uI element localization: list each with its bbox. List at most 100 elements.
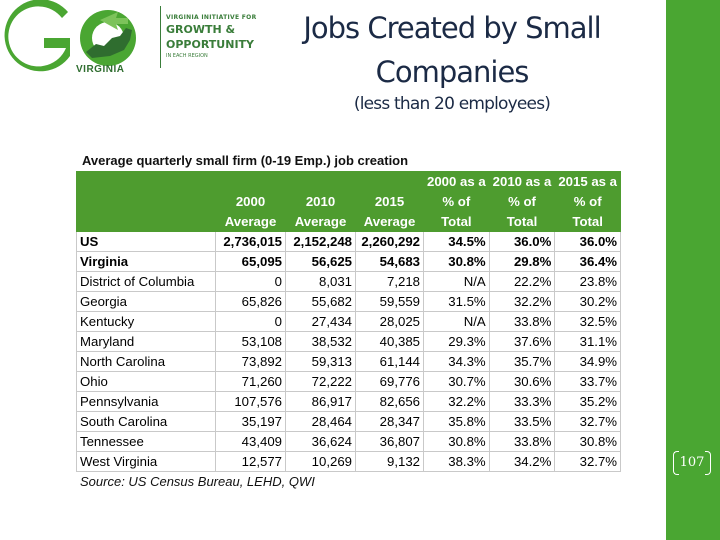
header-cell: 2010 as a: [488, 171, 556, 192]
table-row: US 2,736,015 2,152,248 2,260,292 34.5% 36.0% 3…: [76, 231, 622, 252]
value-cell: 35.2%: [554, 391, 622, 412]
value-cell: 34.9%: [554, 351, 622, 372]
state-cell: Maryland: [76, 331, 216, 352]
table-source: Source: US Census Bureau, LEHD, QWI: [80, 474, 315, 489]
table-row: Virginia 65,095 56,625 54,683 30.8% 29.8% 36.4…: [76, 251, 622, 272]
value-cell: 30.8%: [554, 431, 622, 452]
value-cell: 30.6%: [488, 371, 556, 392]
table-row: Georgia 65,826 55,682 59,559 31.5% 32.2% 30.2%: [76, 291, 622, 312]
value-cell: 35,197: [215, 411, 286, 432]
right-accent-bar: [666, 0, 720, 540]
value-cell: 0: [215, 311, 286, 332]
header-cell: [76, 211, 216, 232]
value-cell: 65,826: [215, 291, 286, 312]
table-row: Kentucky 0 27,434 28,025 N/A 33.8% 32.5%: [76, 311, 622, 332]
logo-line2: GROWTH &: [166, 23, 236, 36]
value-cell: 10,269: [285, 451, 356, 472]
logo-line4: IN EACH REGION: [166, 53, 208, 59]
header-row-1: 2000 as a 2010 as a 2015 as a: [76, 171, 622, 192]
slide-subtitle: (less than 20 employees): [353, 94, 551, 114]
value-cell: 30.8%: [423, 431, 490, 452]
value-cell: 36.0%: [554, 231, 622, 252]
value-cell: 28,347: [355, 411, 424, 432]
header-cell: 2010: [285, 191, 356, 212]
value-cell: 23.8%: [554, 271, 622, 292]
value-cell: 32.2%: [423, 391, 490, 412]
state-cell: Kentucky: [76, 311, 216, 332]
state-cell: Virginia: [76, 251, 216, 272]
header-row-2: 2000 2010 2015 % of % of % of: [76, 191, 622, 212]
header-cell: [215, 171, 286, 192]
value-cell: 31.5%: [423, 291, 490, 312]
table-row: Tennessee 43,409 36,624 36,807 30.8% 33.8% 30.…: [76, 431, 622, 452]
value-cell: 71,260: [215, 371, 286, 392]
value-cell: 53,108: [215, 331, 286, 352]
logo-line1: VIRGINIA INITIATIVE FOR: [166, 14, 257, 21]
header-row-3: Average Average Average Total Total Tota…: [76, 211, 622, 232]
value-cell: 32.7%: [554, 411, 622, 432]
header-cell: Total: [554, 211, 622, 232]
state-cell: West Virginia: [76, 451, 216, 472]
go-logo-mark-icon: [4, 0, 136, 72]
value-cell: 22.2%: [488, 271, 556, 292]
logo-state-name: VIRGINIA: [76, 64, 125, 75]
table-body: US 2,736,015 2,152,248 2,260,292 34.5% 36.0% 3…: [76, 231, 622, 472]
value-cell: 33.5%: [488, 411, 556, 432]
page-number: 107: [673, 451, 711, 475]
header-cell: [76, 171, 216, 192]
value-cell: 34.2%: [488, 451, 556, 472]
value-cell: 40,385: [355, 331, 424, 352]
table-row: West Virginia 12,577 10,269 9,132 38.3% 34.2%…: [76, 451, 622, 472]
value-cell: 31.1%: [554, 331, 622, 352]
state-cell: District of Columbia: [76, 271, 216, 292]
header-cell: 2015: [355, 191, 424, 212]
table-row: North Carolina 73,892 59,313 61,144 34.3% 35.…: [76, 351, 622, 372]
value-cell: 38.3%: [423, 451, 490, 472]
value-cell: 36.0%: [488, 231, 556, 252]
value-cell: 82,656: [355, 391, 424, 412]
value-cell: 36,624: [285, 431, 356, 452]
logo-divider: [160, 6, 161, 68]
value-cell: 29.8%: [488, 251, 556, 272]
value-cell: 2,152,248: [285, 231, 356, 252]
header-cell: 2000 as a: [423, 171, 490, 192]
value-cell: 36,807: [355, 431, 424, 452]
value-cell: 34.5%: [423, 231, 490, 252]
header-cell: Total: [423, 211, 490, 232]
value-cell: 107,576: [215, 391, 286, 412]
virginia-map-icon: [86, 28, 132, 58]
value-cell: 33.8%: [488, 311, 556, 332]
value-cell: 28,025: [355, 311, 424, 332]
table-row: Ohio 71,260 72,222 69,776 30.7% 30.6% 33.7%: [76, 371, 622, 392]
logo-tagline: VIRGINIA INITIATIVE FOR GROWTH & OPPORTU…: [166, 14, 257, 59]
header-cell: [285, 171, 356, 192]
state-cell: Pennsylvania: [76, 391, 216, 412]
value-cell: 2,736,015: [215, 231, 286, 252]
header-cell: [355, 171, 424, 192]
slide-title: Jobs Created by Small Companies: [282, 6, 622, 94]
logo-line3: OPPORTUNITY: [166, 38, 255, 51]
header-cell: Average: [285, 211, 356, 232]
job-creation-table: 2000 as a 2010 as a 2015 as a 2000 2010 …: [76, 171, 622, 472]
state-cell: North Carolina: [76, 351, 216, 372]
value-cell: 12,577: [215, 451, 286, 472]
value-cell: 30.2%: [554, 291, 622, 312]
value-cell: 33.7%: [554, 371, 622, 392]
value-cell: 54,683: [355, 251, 424, 272]
value-cell: 43,409: [215, 431, 286, 452]
value-cell: 27,434: [285, 311, 356, 332]
table-row: South Carolina 35,197 28,464 28,347 35.8% 33.…: [76, 411, 622, 432]
header-cell: 2015 as a: [554, 171, 622, 192]
go-virginia-logo: VIRGINIA VIRGINIA INITIATIVE FOR GROWTH …: [0, 0, 270, 85]
table-row: Pennsylvania 107,576 86,917 82,656 32.2% 33.3…: [76, 391, 622, 412]
table-row: District of Columbia 0 8,031 7,218 N/A 22.2% 2…: [76, 271, 622, 292]
table-caption: Average quarterly small firm (0-19 Emp.)…: [82, 153, 409, 168]
value-cell: 73,892: [215, 351, 286, 372]
value-cell: 59,559: [355, 291, 424, 312]
slide-title-line2: Companies: [375, 55, 530, 89]
value-cell: 61,144: [355, 351, 424, 372]
value-cell: 32.2%: [488, 291, 556, 312]
value-cell: 72,222: [285, 371, 356, 392]
state-cell: South Carolina: [76, 411, 216, 432]
header-cell: [76, 191, 216, 212]
